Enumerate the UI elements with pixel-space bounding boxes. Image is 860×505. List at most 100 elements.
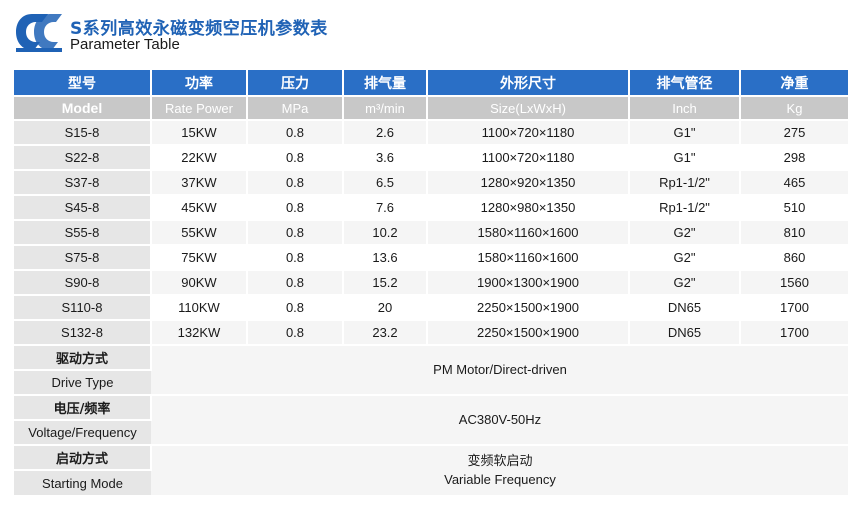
- cell-pressure: 0.8: [247, 169, 344, 195]
- cell-outlet: G1": [629, 119, 741, 145]
- col-header-flow-en: m³/min: [343, 95, 428, 120]
- spec-value-starting-en: Variable Frequency: [444, 471, 556, 487]
- parameter-table: 型号 功率 压力 排气量 外形尺寸 排气管径 净重 Model Rate Pow…: [14, 70, 848, 495]
- col-header-size-cn: 外形尺寸: [427, 70, 630, 96]
- col-header-pressure-cn: 压力: [247, 70, 344, 96]
- cell-flow: 2.6: [343, 119, 428, 145]
- cell-outlet: DN65: [629, 319, 741, 345]
- header-row-cn: 型号 功率 压力 排气量 外形尺寸 排气管径 净重: [14, 70, 848, 96]
- spec-label-drive-cn: 驱动方式: [14, 344, 152, 370]
- table-row: S132-8 132KW 0.8 23.2 2250×1500×1900 DN65 1700: [14, 319, 848, 345]
- cell-outlet: DN65: [629, 294, 741, 320]
- cell-flow: 3.6: [343, 144, 428, 170]
- cell-weight: 298: [740, 144, 848, 170]
- cell-outlet: Rp1-1/2": [629, 169, 741, 195]
- cell-size: 1580×1160×1600: [427, 219, 630, 245]
- spec-row-voltage-en: Voltage/Frequency: [14, 419, 848, 445]
- cell-outlet: G2": [629, 219, 741, 245]
- cell-pressure: 0.8: [247, 144, 344, 170]
- cell-size: 1100×720×1180: [427, 144, 630, 170]
- cell-pressure: 0.8: [247, 119, 344, 145]
- col-header-flow-cn: 排气量: [343, 70, 428, 96]
- cell-power: 37KW: [151, 169, 248, 195]
- spec-row-drive-cn: 驱动方式 PM Motor/Direct-driven: [14, 344, 848, 395]
- cell-model: S90-8: [14, 269, 152, 295]
- spec-row-drive-en: Drive Type: [14, 369, 848, 395]
- cell-weight: 465: [740, 169, 848, 195]
- cell-weight: 860: [740, 244, 848, 270]
- cell-weight: 1700: [740, 319, 848, 345]
- col-header-power-en: Rate Power: [151, 95, 248, 120]
- cell-size: 1900×1300×1900: [427, 269, 630, 295]
- cell-power: 15KW: [151, 119, 248, 145]
- cell-outlet: Rp1-1/2": [629, 194, 741, 220]
- col-header-outlet-en: Inch: [629, 95, 741, 120]
- cell-weight: 810: [740, 219, 848, 245]
- parameter-table-container: 型号 功率 压力 排气量 外形尺寸 排气管径 净重 Model Rate Pow…: [14, 70, 848, 495]
- spec-label-starting-cn: 启动方式: [14, 444, 152, 470]
- spec-value-drive: PM Motor/Direct-driven: [151, 344, 848, 395]
- cell-outlet: G2": [629, 244, 741, 270]
- table-row: S55-8 55KW 0.8 10.2 1580×1160×1600 G2" 810: [14, 219, 848, 245]
- cell-flow: 13.6: [343, 244, 428, 270]
- col-header-weight-cn: 净重: [740, 70, 848, 96]
- cell-size: 1580×1160×1600: [427, 244, 630, 270]
- cell-outlet: G2": [629, 269, 741, 295]
- spec-value-starting-cn: 变频软启动: [467, 453, 533, 469]
- cell-power: 22KW: [151, 144, 248, 170]
- cell-pressure: 0.8: [247, 244, 344, 270]
- cell-pressure: 0.8: [247, 269, 344, 295]
- cell-size: 1100×720×1180: [427, 119, 630, 145]
- cell-power: 132KW: [151, 319, 248, 345]
- cell-power: 110KW: [151, 294, 248, 320]
- cell-model: S15-8: [14, 119, 152, 145]
- cell-model: S110-8: [14, 294, 152, 320]
- table-row: S37-8 37KW 0.8 6.5 1280×920×1350 Rp1-1/2" 465: [14, 169, 848, 195]
- page-header: S系列高效永磁变频空压机参数表 Parameter Table: [14, 12, 514, 56]
- cell-power: 45KW: [151, 194, 248, 220]
- cell-pressure: 0.8: [247, 219, 344, 245]
- spec-row-starting-en: Starting Mode: [14, 469, 848, 495]
- cell-weight: 510: [740, 194, 848, 220]
- table-row: S45-8 45KW 0.8 7.6 1280×980×1350 Rp1-1/2" 510: [14, 194, 848, 220]
- cell-weight: 1560: [740, 269, 848, 295]
- col-header-size-en: Size(LxWxH): [427, 95, 630, 120]
- table-row: S90-8 90KW 0.8 15.2 1900×1300×1900 G2" 1560: [14, 269, 848, 295]
- page-title-en: Parameter Table: [70, 36, 180, 53]
- spec-row-starting-cn: 启动方式 变频软启动 Variable Frequency: [14, 444, 848, 495]
- cell-flow: 15.2: [343, 269, 428, 295]
- table-row: S15-8 15KW 0.8 2.6 1100×720×1180 G1" 275: [14, 119, 848, 145]
- cell-power: 90KW: [151, 269, 248, 295]
- cell-outlet: G1": [629, 144, 741, 170]
- spec-value-voltage: AC380V-50Hz: [151, 394, 848, 445]
- cell-pressure: 0.8: [247, 319, 344, 345]
- cell-flow: 7.6: [343, 194, 428, 220]
- cell-weight: 1700: [740, 294, 848, 320]
- cell-size: 1280×980×1350: [427, 194, 630, 220]
- cell-model: S75-8: [14, 244, 152, 270]
- header-row-en: Model Rate Power MPa m³/min Size(LxWxH) …: [14, 95, 848, 120]
- col-header-power-cn: 功率: [151, 70, 248, 96]
- spec-label-drive-en: Drive Type: [14, 369, 151, 395]
- cell-pressure: 0.8: [247, 294, 344, 320]
- cell-size: 1280×920×1350: [427, 169, 630, 195]
- cell-pressure: 0.8: [247, 194, 344, 220]
- col-header-model-cn: 型号: [14, 70, 152, 96]
- cell-power: 55KW: [151, 219, 248, 245]
- cell-model: S22-8: [14, 144, 152, 170]
- cell-size: 2250×1500×1900: [427, 319, 630, 345]
- cell-flow: 23.2: [343, 319, 428, 345]
- spec-value-starting: 变频软启动 Variable Frequency: [151, 444, 848, 495]
- page-title-cn: S系列高效永磁变频空压机参数表: [70, 19, 328, 39]
- col-header-weight-en: Kg: [740, 95, 848, 120]
- table-row: S75-8 75KW 0.8 13.6 1580×1160×1600 G2" 860: [14, 244, 848, 270]
- col-header-outlet-cn: 排气管径: [629, 70, 741, 96]
- col-header-model-en: Model: [14, 95, 152, 120]
- spec-label-voltage-cn: 电压/频率: [14, 394, 152, 420]
- spec-label-starting-en: Starting Mode: [14, 469, 151, 495]
- table-row: S110-8 110KW 0.8 20 2250×1500×1900 DN65 1700: [14, 294, 848, 320]
- cell-flow: 10.2: [343, 219, 428, 245]
- table-row: S22-8 22KW 0.8 3.6 1100×720×1180 G1" 298: [14, 144, 848, 170]
- cell-flow: 20: [343, 294, 428, 320]
- brand-logo-icon: [16, 14, 62, 52]
